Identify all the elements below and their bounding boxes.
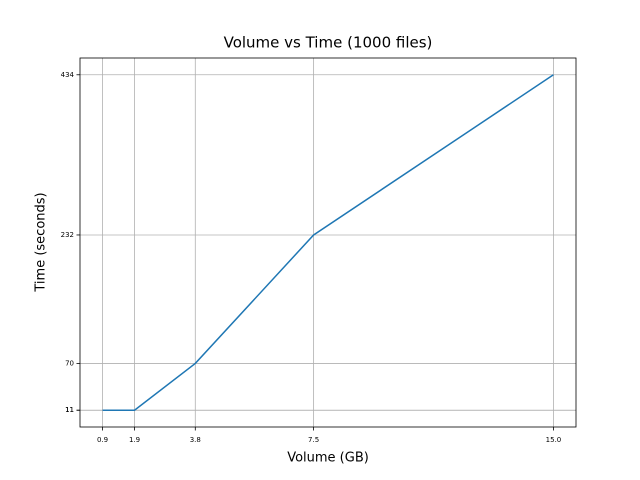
y-tick-label: 70 xyxy=(65,359,74,367)
x-tick-label: 3.8 xyxy=(190,436,201,444)
chart-title: Volume vs Time (1000 files) xyxy=(224,34,433,52)
x-tick-label: 0.9 xyxy=(97,436,108,444)
x-tick-label: 1.9 xyxy=(129,436,140,444)
plot-frame xyxy=(79,57,577,428)
data-line xyxy=(102,74,554,411)
x-axis-label: Volume (GB) xyxy=(287,451,369,466)
x-tick-label: 15.0 xyxy=(546,436,562,444)
y-tick-label: 11 xyxy=(65,406,74,414)
y-tick-label: 232 xyxy=(61,231,74,239)
y-tick-label: 434 xyxy=(61,71,75,79)
y-axis-label: Time (seconds) xyxy=(34,192,49,292)
x-tick-label: 7.5 xyxy=(308,436,319,444)
y-tick-label: 11 xyxy=(65,406,74,414)
